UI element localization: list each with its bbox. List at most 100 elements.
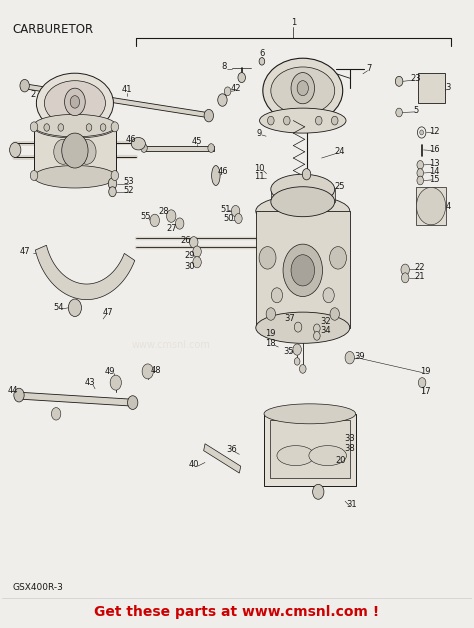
- Text: 19: 19: [265, 330, 276, 338]
- Circle shape: [266, 308, 275, 320]
- Text: 9: 9: [257, 129, 262, 138]
- Text: 42: 42: [230, 84, 241, 93]
- Text: 35: 35: [283, 347, 294, 356]
- Circle shape: [64, 88, 85, 116]
- Circle shape: [77, 139, 96, 165]
- Circle shape: [396, 108, 402, 117]
- Circle shape: [235, 214, 242, 224]
- Text: 20: 20: [335, 456, 346, 465]
- Circle shape: [111, 122, 118, 132]
- Text: 40: 40: [189, 460, 199, 470]
- Text: 30: 30: [185, 262, 195, 271]
- Ellipse shape: [211, 166, 220, 185]
- Circle shape: [208, 144, 214, 153]
- Circle shape: [331, 116, 338, 125]
- Ellipse shape: [277, 446, 315, 465]
- Circle shape: [68, 299, 82, 317]
- Text: 15: 15: [429, 175, 439, 184]
- Circle shape: [259, 58, 264, 65]
- Circle shape: [9, 143, 21, 158]
- Circle shape: [294, 358, 300, 365]
- Text: 14: 14: [429, 167, 439, 176]
- Circle shape: [175, 218, 184, 229]
- Ellipse shape: [34, 166, 116, 188]
- Text: 49: 49: [105, 367, 115, 376]
- Text: 1: 1: [291, 18, 296, 27]
- Bar: [270, 420, 350, 478]
- Text: 37: 37: [284, 314, 295, 323]
- Text: 47: 47: [102, 308, 113, 317]
- Text: 26: 26: [180, 236, 191, 245]
- Text: 52: 52: [124, 186, 134, 195]
- Bar: [34, 126, 116, 176]
- Ellipse shape: [256, 195, 350, 227]
- Circle shape: [267, 116, 274, 125]
- Text: 5: 5: [414, 106, 419, 115]
- Text: 51: 51: [220, 205, 231, 214]
- Text: 34: 34: [320, 326, 331, 335]
- Text: 16: 16: [429, 146, 440, 154]
- Circle shape: [316, 116, 322, 125]
- Circle shape: [417, 176, 424, 185]
- Circle shape: [51, 408, 61, 420]
- Ellipse shape: [271, 187, 335, 217]
- Text: 31: 31: [347, 500, 357, 509]
- Circle shape: [142, 364, 154, 379]
- Text: 43: 43: [85, 378, 96, 387]
- Circle shape: [419, 377, 426, 387]
- Text: 47: 47: [19, 247, 30, 256]
- Ellipse shape: [271, 67, 335, 114]
- Circle shape: [193, 246, 201, 257]
- Text: 54: 54: [53, 303, 64, 312]
- Text: 2: 2: [30, 90, 35, 99]
- Text: 22: 22: [414, 263, 425, 273]
- Text: 13: 13: [429, 159, 440, 168]
- Text: 24: 24: [334, 148, 345, 156]
- Circle shape: [314, 332, 320, 340]
- Ellipse shape: [271, 174, 335, 204]
- Circle shape: [291, 255, 315, 286]
- Text: 10: 10: [255, 164, 265, 173]
- Circle shape: [294, 322, 302, 332]
- Polygon shape: [204, 444, 241, 473]
- Circle shape: [238, 73, 246, 82]
- Circle shape: [420, 130, 424, 135]
- Circle shape: [141, 144, 147, 153]
- Circle shape: [300, 364, 306, 373]
- Circle shape: [218, 94, 227, 106]
- Circle shape: [150, 214, 159, 227]
- Circle shape: [297, 80, 309, 95]
- Text: www.cmsnl.com: www.cmsnl.com: [132, 340, 210, 350]
- Circle shape: [128, 396, 138, 409]
- Text: 6: 6: [259, 49, 264, 58]
- Text: 21: 21: [414, 272, 425, 281]
- Text: 33: 33: [345, 435, 355, 443]
- Circle shape: [30, 171, 38, 180]
- Circle shape: [70, 95, 80, 108]
- Circle shape: [224, 87, 231, 95]
- Circle shape: [111, 171, 118, 180]
- Bar: [264, 414, 356, 485]
- Bar: [418, 73, 445, 103]
- Circle shape: [54, 139, 73, 165]
- Ellipse shape: [34, 116, 116, 138]
- Circle shape: [314, 324, 320, 333]
- Ellipse shape: [264, 404, 356, 424]
- Circle shape: [291, 73, 315, 104]
- Text: CARBURETOR: CARBURETOR: [12, 23, 93, 36]
- Text: 45: 45: [192, 137, 202, 146]
- Circle shape: [329, 247, 346, 269]
- Ellipse shape: [131, 138, 146, 150]
- Circle shape: [166, 210, 176, 222]
- Circle shape: [417, 161, 424, 170]
- Circle shape: [271, 288, 283, 303]
- Text: 11: 11: [255, 172, 265, 181]
- Circle shape: [204, 109, 213, 122]
- Circle shape: [14, 388, 24, 402]
- Text: 28: 28: [158, 207, 169, 215]
- Text: 25: 25: [334, 181, 345, 191]
- Circle shape: [20, 79, 29, 92]
- Text: 50: 50: [223, 214, 234, 223]
- Circle shape: [330, 308, 339, 320]
- Ellipse shape: [256, 312, 350, 344]
